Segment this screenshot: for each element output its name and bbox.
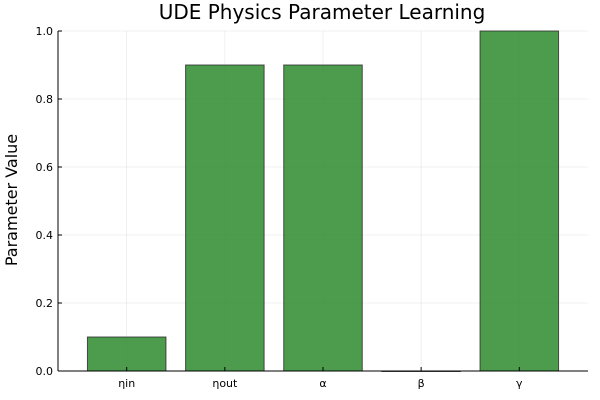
bar-5 [479,30,560,372]
x-tick-label: α [319,377,326,390]
bars-group [86,30,560,372]
x-tick-label: γ [516,377,523,390]
x-tick-labels: ηin ηout α β γ [118,377,523,390]
y-tick-labels: 0.0 0.2 0.4 0.6 0.8 1.0 [36,25,54,378]
chart-title: UDE Physics Parameter Learning [159,0,486,24]
bar-1 [86,336,167,372]
axes-group [57,30,588,372]
y-tick-label: 0.8 [36,93,54,106]
y-tick-label: 0.6 [36,161,54,174]
y-tick-label: 1.0 [36,25,54,38]
y-tick-label: 0.4 [36,229,54,242]
y-axis-label: Parameter Value [2,134,21,266]
bar-3 [283,64,363,372]
x-tick-label: ηin [118,377,135,390]
bar-2 [185,64,265,372]
y-tick-label: 0.0 [36,365,54,378]
x-tick-label: β [418,377,425,390]
x-tick-label: ηout [212,377,238,390]
y-tick-label: 0.2 [36,297,54,310]
